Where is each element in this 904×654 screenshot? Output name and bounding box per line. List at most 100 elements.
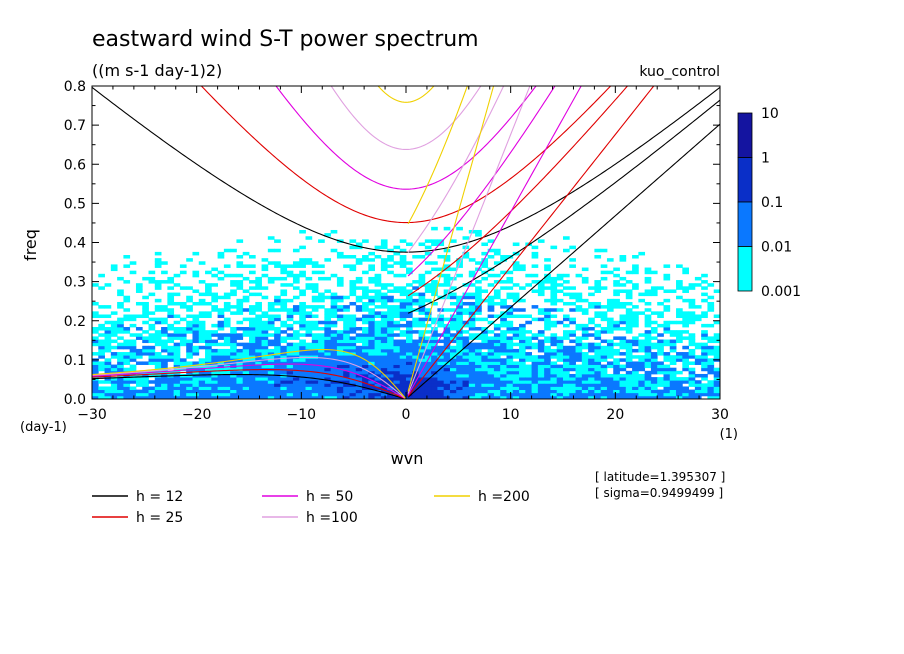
heatmap-cell bbox=[619, 339, 627, 344]
heatmap-cell bbox=[437, 255, 445, 259]
heatmap-cell bbox=[242, 389, 250, 394]
heatmap-cell bbox=[148, 311, 156, 315]
heatmap-cell bbox=[249, 380, 256, 384]
heatmap-cell bbox=[230, 377, 237, 381]
heatmap-cell bbox=[581, 367, 589, 372]
heatmap-cell bbox=[443, 330, 451, 334]
heatmap-cell bbox=[242, 289, 250, 293]
heatmap-cell bbox=[305, 327, 313, 331]
heatmap-cell bbox=[512, 386, 520, 391]
heatmap-cell bbox=[299, 389, 306, 394]
heatmap-cell bbox=[443, 370, 451, 375]
heatmap-cell bbox=[261, 286, 269, 290]
heatmap-cell bbox=[336, 255, 344, 259]
heatmap-cell bbox=[154, 264, 162, 268]
heatmap-cell bbox=[242, 330, 250, 334]
heatmap-cell bbox=[148, 380, 156, 384]
heatmap-cell bbox=[380, 392, 388, 397]
heatmap-cell bbox=[619, 383, 627, 387]
heatmap-cell bbox=[544, 380, 551, 384]
heatmap-cell bbox=[198, 392, 206, 397]
heatmap-cell bbox=[324, 352, 332, 356]
heatmap-cell bbox=[374, 386, 382, 391]
heatmap-cell bbox=[519, 323, 526, 328]
heatmap-cell bbox=[336, 352, 344, 356]
heatmap-cell bbox=[261, 264, 269, 268]
heatmap-cell bbox=[393, 245, 401, 250]
heatmap-cell bbox=[594, 301, 602, 306]
heatmap-cell bbox=[349, 361, 357, 365]
y-tick-label: 0.2 bbox=[64, 314, 86, 330]
heatmap-cell bbox=[267, 248, 275, 253]
heatmap-cell bbox=[563, 395, 570, 399]
heatmap-cell bbox=[280, 292, 288, 297]
heatmap-cell bbox=[330, 358, 338, 362]
heatmap-cell bbox=[198, 314, 206, 319]
heatmap-cell bbox=[644, 370, 652, 375]
heatmap-cell bbox=[619, 258, 627, 262]
heatmap-cell bbox=[343, 367, 350, 372]
heatmap-cell bbox=[393, 352, 401, 356]
heatmap-cell bbox=[431, 339, 438, 344]
heatmap-cell bbox=[449, 239, 457, 243]
heatmap-cell bbox=[418, 389, 426, 394]
heatmap-cell bbox=[117, 364, 124, 369]
heatmap-cell bbox=[205, 352, 212, 356]
heatmap-cell bbox=[556, 273, 564, 278]
heatmap-cell bbox=[154, 373, 162, 378]
heatmap-cell bbox=[531, 370, 539, 375]
heatmap-cell bbox=[92, 339, 99, 344]
heatmap-cell bbox=[456, 389, 463, 394]
heatmap-cell bbox=[167, 280, 175, 284]
heatmap-cell bbox=[431, 386, 438, 391]
heatmap-cell bbox=[606, 339, 614, 344]
colorbar-label: 0.01 bbox=[761, 240, 792, 256]
heatmap-cell bbox=[487, 320, 495, 325]
heatmap-cell bbox=[223, 308, 231, 312]
heatmap-cell bbox=[644, 333, 652, 337]
heatmap-cell bbox=[104, 342, 112, 347]
heatmap-cell bbox=[406, 348, 413, 353]
heatmap-cell bbox=[625, 270, 633, 275]
heatmap-cell bbox=[594, 255, 602, 259]
heatmap-cell bbox=[443, 276, 451, 281]
heatmap-cell bbox=[374, 355, 382, 359]
heatmap-cell bbox=[280, 301, 288, 306]
heatmap-cell bbox=[600, 383, 608, 387]
heatmap-cell bbox=[468, 311, 476, 315]
heatmap-cell bbox=[575, 380, 583, 384]
heatmap-cell bbox=[192, 327, 200, 331]
heatmap-cell bbox=[167, 358, 175, 362]
heatmap-cell bbox=[575, 345, 583, 350]
heatmap-cell bbox=[500, 298, 507, 303]
heatmap-cell bbox=[211, 358, 218, 362]
heatmap-cell bbox=[544, 276, 551, 281]
heatmap-cell bbox=[305, 286, 313, 290]
heatmap-cell bbox=[563, 355, 570, 359]
heatmap-cell bbox=[198, 301, 206, 306]
heatmap-cell bbox=[544, 314, 551, 319]
heatmap-cell bbox=[380, 383, 388, 387]
heatmap-cell bbox=[544, 286, 551, 290]
heatmap-cell bbox=[449, 301, 457, 306]
heatmap-cell bbox=[575, 358, 583, 362]
heatmap-cell bbox=[462, 283, 470, 287]
heatmap-cell bbox=[606, 270, 614, 275]
heatmap-cell bbox=[343, 364, 350, 369]
heatmap-cell bbox=[324, 386, 332, 391]
heatmap-cell bbox=[110, 339, 118, 344]
heatmap-cell bbox=[104, 367, 112, 372]
heatmap-cell bbox=[701, 273, 708, 278]
heatmap-cell bbox=[694, 342, 702, 347]
heatmap-cell bbox=[129, 392, 137, 397]
heatmap-cell bbox=[424, 373, 432, 378]
heatmap-cell bbox=[311, 352, 319, 356]
heatmap-cell bbox=[330, 395, 338, 399]
heatmap-cell bbox=[349, 280, 357, 284]
heatmap-cell bbox=[613, 342, 620, 347]
heatmap-cell bbox=[374, 276, 382, 281]
heatmap-cell bbox=[299, 292, 306, 297]
heatmap-cell bbox=[650, 358, 658, 362]
heatmap-cell bbox=[487, 389, 495, 394]
